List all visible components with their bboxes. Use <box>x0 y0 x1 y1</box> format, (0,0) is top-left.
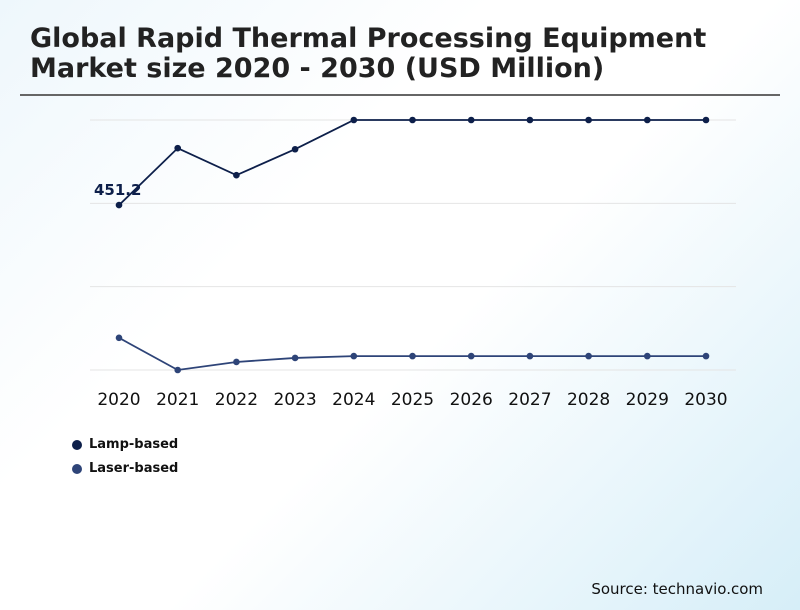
legend-item-laser: Laser-based <box>72 461 178 476</box>
x-tick-label: 2030 <box>684 390 727 410</box>
data-point <box>291 354 299 362</box>
data-point <box>467 352 475 360</box>
data-point <box>350 352 358 360</box>
data-point <box>585 116 592 124</box>
x-tick-label: 2022 <box>215 390 258 410</box>
x-tick-label: 2021 <box>156 390 199 410</box>
data-point <box>115 201 123 209</box>
source-credit: Source: technavio.com <box>591 580 763 598</box>
legend-item-lamp: Lamp-based <box>72 437 178 452</box>
legend-label: Lamp-based <box>89 437 179 452</box>
data-point <box>409 352 416 360</box>
data-point <box>409 116 416 124</box>
x-tick-label: 2029 <box>626 390 669 410</box>
data-label: 451.2 <box>94 181 141 199</box>
legend-label: Laser-based <box>89 461 179 476</box>
x-tick-label: 2020 <box>97 390 140 410</box>
data-point <box>702 116 710 124</box>
data-point <box>526 352 534 360</box>
title-divider <box>20 94 780 96</box>
data-point <box>702 352 710 360</box>
legend-marker <box>72 439 82 450</box>
data-point <box>467 116 475 124</box>
data-point <box>644 116 651 124</box>
data-point <box>174 366 181 374</box>
x-tick-label: 2024 <box>332 390 375 410</box>
x-tick-label: 2023 <box>273 390 316 410</box>
data-point <box>291 145 299 153</box>
data-point <box>644 352 651 360</box>
data-point <box>350 116 358 124</box>
x-tick-label: 2028 <box>567 390 610 410</box>
data-point <box>233 358 240 366</box>
x-tick-label: 2027 <box>508 390 551 410</box>
x-tick-label: 2026 <box>450 390 493 410</box>
data-point <box>115 334 123 342</box>
x-tick-label: 2025 <box>391 390 434 410</box>
data-point <box>174 144 181 152</box>
data-point <box>585 352 592 360</box>
chart-title: Global Rapid Thermal Processing Equipmen… <box>30 23 707 84</box>
legend-marker <box>72 463 82 474</box>
data-point <box>526 116 534 124</box>
data-point <box>233 171 240 179</box>
series-line-0 <box>118 119 706 206</box>
